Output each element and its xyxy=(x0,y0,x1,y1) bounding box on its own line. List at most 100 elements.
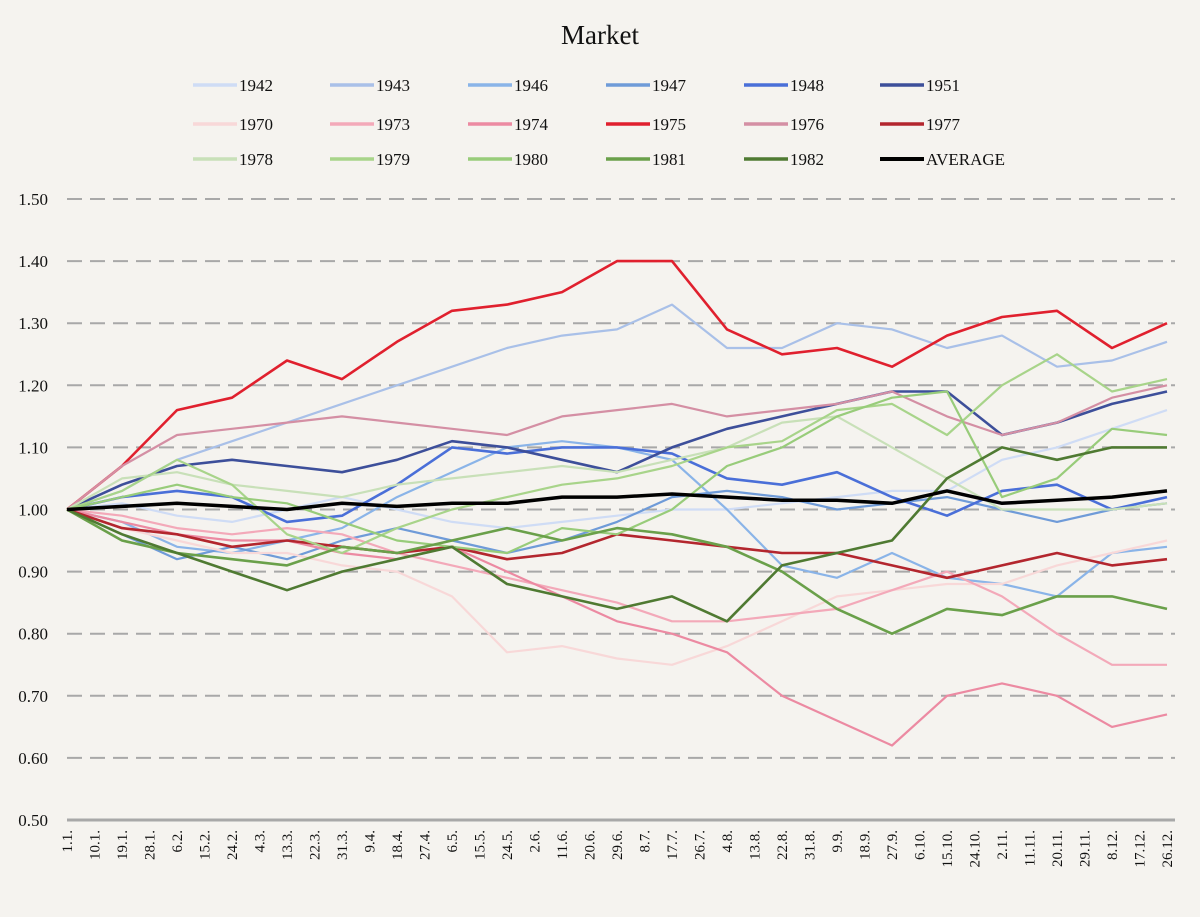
y-tick-label: 0.60 xyxy=(18,749,48,768)
x-tick-label: 24.10. xyxy=(968,830,984,868)
x-tick-label: 13.3. xyxy=(280,830,296,860)
legend-label: 1970 xyxy=(239,115,273,134)
legend-item-1981: 1981 xyxy=(606,150,686,169)
x-tick-label: 31.8. xyxy=(803,830,819,860)
x-tick-label: 8.7. xyxy=(638,830,654,853)
chart-title: Market xyxy=(561,20,639,50)
x-tick-label: 15.2. xyxy=(198,830,214,860)
series-line-1977 xyxy=(66,508,1168,580)
y-tick-label: 1.40 xyxy=(18,252,48,271)
x-tick-label: 6.5. xyxy=(445,830,461,853)
legend-label: 1979 xyxy=(376,150,410,169)
series-line-1970 xyxy=(66,508,1168,666)
legend: 1942 1943 1946 1947 1948 1951 1970 1973 1974 1975… xyxy=(193,76,1005,169)
y-tick-label: 1.20 xyxy=(18,376,48,395)
legend-item-1982: 1982 xyxy=(744,150,824,169)
legend-item-1976: 1976 xyxy=(744,115,824,134)
x-tick-label: 11.6. xyxy=(555,830,571,859)
x-tick-label: 20.11. xyxy=(1050,830,1066,867)
legend-label: 1976 xyxy=(790,115,824,134)
legend-label: 1948 xyxy=(790,76,824,95)
legend-item-1946: 1946 xyxy=(468,76,548,95)
legend-label: 1975 xyxy=(652,115,686,134)
legend-label: 1942 xyxy=(239,76,273,95)
x-tick-label: 1.1. xyxy=(60,830,76,853)
series-line-average xyxy=(66,489,1168,512)
x-tick-label: 6.10. xyxy=(913,830,929,860)
x-tick-label: 18.9. xyxy=(858,830,874,860)
y-tick-label: 0.50 xyxy=(18,811,48,830)
legend-label: 1946 xyxy=(514,76,548,95)
series-line-1943 xyxy=(66,303,1168,511)
legend-label: 1973 xyxy=(376,115,410,134)
series-lines xyxy=(66,259,1168,747)
x-tick-label: 31.3. xyxy=(335,830,351,860)
legend-item-1978: 1978 xyxy=(193,150,273,169)
x-tick-label: 6.2. xyxy=(170,830,186,853)
x-axis: 1.1. 10.1. 19.1. 28.1. 6.2. 15.2. 24.2. 4.3. 13.… xyxy=(60,830,1176,868)
x-tick-label: 26.7. xyxy=(693,830,709,860)
x-tick-label: 18.4. xyxy=(390,830,406,860)
legend-item-1947: 1947 xyxy=(606,76,687,95)
y-tick-label: 0.70 xyxy=(18,687,48,706)
x-tick-label: 9.9. xyxy=(830,830,846,853)
legend-label: 1943 xyxy=(376,76,410,95)
legend-item-average: AVERAGE xyxy=(880,150,1005,169)
series-line-1975 xyxy=(66,259,1168,511)
series-line-1946 xyxy=(66,440,1168,598)
series-line-1979 xyxy=(66,353,1168,555)
y-axis: 0.50 0.60 0.70 0.80 0.90 1.00 1.10 1.20 1.30 1.40… xyxy=(18,190,48,830)
x-tick-label: 4.8. xyxy=(720,830,736,853)
series-line-1981 xyxy=(66,508,1168,636)
x-tick-label: 8.12. xyxy=(1105,830,1121,860)
x-tick-label: 17.12. xyxy=(1133,830,1149,868)
legend-label: 1978 xyxy=(239,150,273,169)
legend-item-1970: 1970 xyxy=(193,115,273,134)
series-line-1980 xyxy=(66,390,1168,555)
legend-item-1980: 1980 xyxy=(468,150,548,169)
y-tick-label: 1.30 xyxy=(18,314,48,333)
x-tick-label: 27.4. xyxy=(418,830,434,860)
legend-item-1974: 1974 xyxy=(468,115,549,134)
y-tick-label: 1.00 xyxy=(18,501,48,520)
x-tick-label: 19.1. xyxy=(115,830,131,860)
x-tick-label: 26.12. xyxy=(1160,830,1176,868)
legend-label: 1974 xyxy=(514,115,549,134)
x-tick-label: 2.6. xyxy=(528,830,544,853)
x-tick-label: 10.1. xyxy=(88,830,104,860)
x-tick-label: 13.8. xyxy=(748,830,764,860)
y-tick-label: 1.10 xyxy=(18,438,48,457)
series-line-1976 xyxy=(66,384,1168,511)
x-tick-label: 22.8. xyxy=(775,830,791,860)
legend-item-1977: 1977 xyxy=(880,115,961,134)
legend-item-1951: 1951 xyxy=(880,76,960,95)
x-tick-label: 24.2. xyxy=(225,830,241,860)
x-tick-label: 20.6. xyxy=(583,830,599,860)
x-tick-label: 2.11. xyxy=(995,830,1011,859)
x-tick-label: 9.4. xyxy=(363,830,379,853)
series-line-1973 xyxy=(66,508,1167,666)
legend-label: 1982 xyxy=(790,150,824,169)
series-line-1942 xyxy=(66,409,1168,530)
legend-item-1942: 1942 xyxy=(193,76,273,95)
legend-label: 1951 xyxy=(926,76,960,95)
y-tick-label: 0.90 xyxy=(18,563,48,582)
legend-label: 1980 xyxy=(514,150,548,169)
x-tick-label: 15.5. xyxy=(473,830,489,860)
legend-label: 1977 xyxy=(926,115,961,134)
x-tick-label: 28.1. xyxy=(143,830,159,860)
legend-item-1973: 1973 xyxy=(330,115,410,134)
series-line-1974 xyxy=(66,508,1168,747)
legend-item-1979: 1979 xyxy=(330,150,410,169)
x-tick-label: 27.9. xyxy=(885,830,901,860)
x-tick-label: 15.10. xyxy=(940,830,956,868)
x-tick-label: 29.11. xyxy=(1078,830,1094,867)
series-line-1947 xyxy=(66,489,1168,561)
legend-item-1948: 1948 xyxy=(744,76,824,95)
legend-label: 1981 xyxy=(652,150,686,169)
series-line-1982 xyxy=(66,446,1167,623)
y-tick-label: 0.80 xyxy=(18,625,48,644)
x-tick-label: 17.7. xyxy=(665,830,681,860)
x-tick-label: 22.3. xyxy=(308,830,324,860)
